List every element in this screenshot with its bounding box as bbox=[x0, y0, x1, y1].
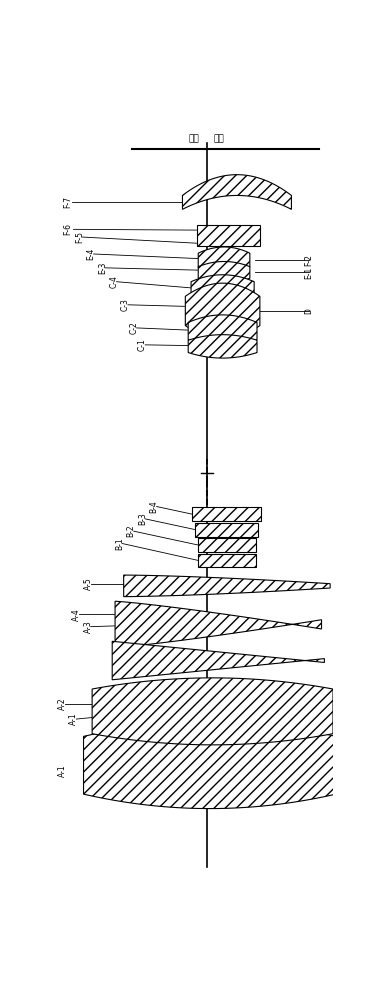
Polygon shape bbox=[198, 247, 250, 273]
Text: E-4: E-4 bbox=[87, 248, 95, 260]
Polygon shape bbox=[188, 335, 257, 358]
Text: A-5: A-5 bbox=[84, 577, 92, 590]
Polygon shape bbox=[84, 722, 336, 809]
Polygon shape bbox=[92, 678, 333, 745]
Text: F-6: F-6 bbox=[64, 223, 73, 235]
Text: B-3: B-3 bbox=[138, 512, 147, 525]
Text: B-1: B-1 bbox=[115, 537, 124, 550]
Polygon shape bbox=[188, 315, 257, 347]
Text: D: D bbox=[304, 308, 313, 314]
Text: C-4: C-4 bbox=[110, 275, 118, 288]
Polygon shape bbox=[124, 575, 330, 597]
Text: B-2: B-2 bbox=[127, 525, 135, 537]
Polygon shape bbox=[112, 641, 324, 680]
Text: E-3: E-3 bbox=[98, 262, 107, 274]
Text: C-3: C-3 bbox=[121, 298, 130, 311]
Text: F-5: F-5 bbox=[75, 231, 84, 243]
Text: F-2: F-2 bbox=[304, 254, 313, 266]
Text: A-1: A-1 bbox=[69, 713, 78, 725]
Text: B-4: B-4 bbox=[149, 500, 158, 513]
Polygon shape bbox=[197, 225, 260, 246]
Polygon shape bbox=[182, 175, 292, 209]
Text: 焦距: 焦距 bbox=[214, 135, 225, 144]
Text: C-1: C-1 bbox=[138, 338, 147, 351]
Polygon shape bbox=[185, 283, 260, 339]
Text: A-4: A-4 bbox=[72, 608, 81, 621]
Text: A-3: A-3 bbox=[84, 620, 92, 633]
Text: F-7: F-7 bbox=[64, 196, 73, 208]
Text: 光軸: 光軸 bbox=[189, 135, 200, 144]
Polygon shape bbox=[198, 261, 250, 283]
Polygon shape bbox=[192, 507, 261, 521]
Text: E-1: E-1 bbox=[304, 266, 313, 279]
Text: C-2: C-2 bbox=[130, 322, 138, 334]
Polygon shape bbox=[198, 538, 256, 552]
Text: A-2: A-2 bbox=[58, 697, 67, 710]
Polygon shape bbox=[198, 554, 256, 567]
Polygon shape bbox=[195, 523, 258, 537]
Text: A-1: A-1 bbox=[58, 764, 67, 777]
Polygon shape bbox=[191, 275, 254, 304]
Polygon shape bbox=[115, 601, 322, 647]
